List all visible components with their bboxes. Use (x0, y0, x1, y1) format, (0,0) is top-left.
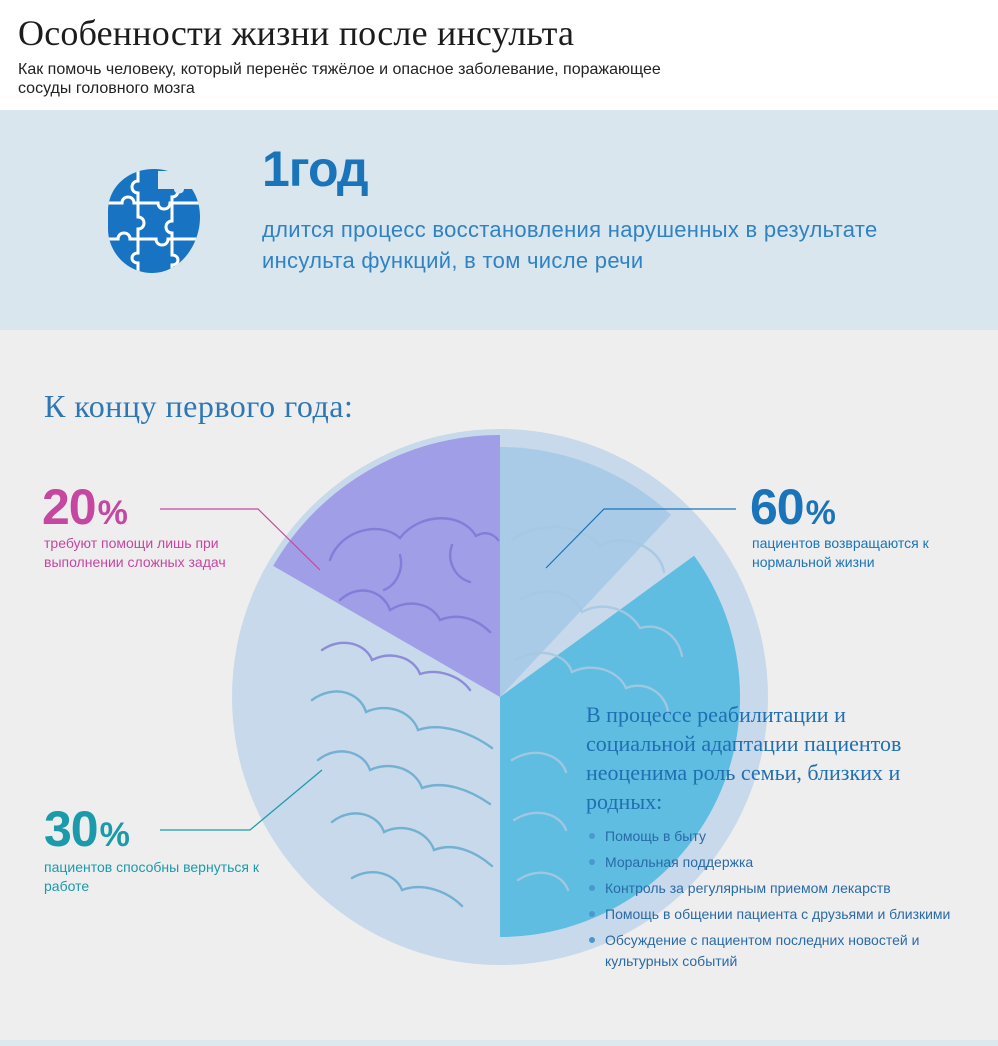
year-description: длится процесс восстановления нарушенных… (262, 217, 878, 273)
pie-slice-20 (273, 435, 500, 697)
missing-puzzle-piece (158, 166, 196, 194)
rehab-list-item: Помощь в общении пациента с друзьями и б… (588, 904, 988, 925)
rehab-item-text: Помощь в быту (605, 828, 706, 844)
leader-line-60 (545, 508, 736, 569)
leader-lines (160, 508, 736, 831)
leader-line-20 (160, 508, 321, 571)
stat-60-value: 60% (750, 478, 836, 536)
rehab-item-text: Помощь в общении пациента с друзьями и б… (605, 906, 951, 922)
page-title: Особенности жизни после инсульта (18, 13, 575, 53)
brain-illustration (310, 517, 684, 908)
puzzle-head-icon (108, 166, 200, 273)
bullet-icon (589, 885, 595, 891)
stat-20-description: требуют помощи лишь при выполнении сложн… (44, 535, 226, 570)
bullet-icon (589, 833, 595, 839)
section-heading: К концу первого года: (44, 388, 354, 424)
year-figure: 1год (262, 141, 369, 197)
stat-60-unit: % (805, 494, 836, 532)
stat-60-description: пациентов возвращаются к нормальной жизн… (752, 535, 929, 570)
rehab-list: Помощь в быту Моральная поддержка Контро… (588, 826, 988, 977)
bottom-divider (0, 1040, 998, 1046)
stat-30-unit: % (99, 816, 130, 854)
rehab-item-text: Контроль за регулярным приемом лекарств (605, 880, 891, 896)
rehab-list-item: Обсуждение с пациентом последних новосте… (588, 930, 988, 972)
rehab-list-item: Моральная поддержка (588, 852, 988, 873)
page-subtitle: Как помочь человеку, который перенёс тяж… (18, 61, 661, 97)
rehab-item-text: Обсуждение с пациентом последних новосте… (605, 932, 920, 969)
rehab-list-item: Контроль за регулярным приемом лекарств (588, 878, 988, 899)
rehab-item-text: Моральная поддержка (605, 854, 754, 870)
stat-30-value: 30% (44, 800, 130, 858)
rehab-heading: В процессе реабилитации и социальной ада… (586, 702, 902, 814)
bullet-icon (589, 937, 595, 943)
rehab-list-item: Помощь в быту (588, 826, 988, 847)
stat-30-number: 30 (44, 801, 99, 857)
stat-20-value: 20% (42, 478, 128, 536)
stat-60-number: 60 (750, 479, 805, 535)
stat-20-number: 20 (42, 479, 97, 535)
stat-30-description: пациентов способны вернуться к работе (44, 859, 259, 894)
bullet-icon (589, 911, 595, 917)
stat-20-unit: % (97, 494, 128, 532)
bullet-icon (589, 859, 595, 865)
leader-line-30 (160, 769, 323, 831)
